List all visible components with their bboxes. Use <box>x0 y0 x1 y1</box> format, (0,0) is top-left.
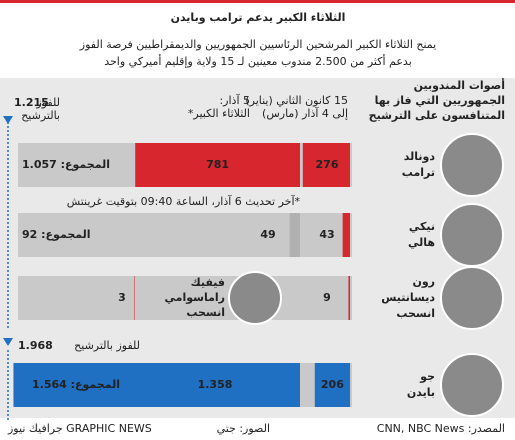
column-header: الثلاثاء الكبير* <box>188 107 250 120</box>
value-label: 206 <box>321 378 344 391</box>
photo <box>228 271 282 325</box>
threshold-text: للفوز <box>35 96 60 109</box>
photo <box>440 266 504 330</box>
threshold-text: للفوز بالترشيح <box>74 339 140 352</box>
bar <box>134 276 135 320</box>
candidate-name: هالي <box>408 236 435 249</box>
photo <box>440 353 504 417</box>
value-label: 781 <box>206 158 229 171</box>
candidate-name: دونالد <box>404 150 436 163</box>
subtitle: بدعم أكثر من 2.500 مندوب معينين لـ 15 ول… <box>104 54 412 68</box>
candidate-name: رون <box>412 275 435 288</box>
threshold: 1.968 <box>18 339 53 352</box>
value-label: 43 <box>319 228 334 241</box>
threshold: 1.215 <box>14 96 49 109</box>
candidate-name: انسحب <box>396 307 435 320</box>
source: المصدر: CNN, NBC News <box>377 422 505 435</box>
candidate-name: ديسانتيس <box>381 291 435 304</box>
subtitle: يمنح الثلاثاء الكبير المرشحين الرئاسيين … <box>79 38 436 51</box>
bar-super <box>289 213 300 257</box>
credit: GRAPHIC NEWS جرافيك نيوز <box>7 422 152 435</box>
candidate-name: انسحب <box>186 306 225 319</box>
value-label: 1.358 <box>198 378 233 391</box>
marker <box>3 338 13 346</box>
title: الثلاثاء الكبير يدعم ترامب وبايدن <box>171 11 346 24</box>
value-label: 3 <box>118 291 126 304</box>
photo-credit: الصور: جتي <box>217 422 270 435</box>
photo <box>440 133 504 197</box>
bar-super <box>135 143 300 187</box>
bar-super <box>13 363 300 407</box>
column-header: 5 آذار: <box>219 93 250 107</box>
top-rule <box>0 0 515 3</box>
row-band <box>18 276 352 320</box>
section-header: أصوات المندوبين <box>414 78 505 92</box>
candidate-name: راماسوامي <box>165 291 225 304</box>
candidate-name: فيفيك <box>191 276 225 289</box>
total: المجموع: 92 <box>22 228 91 241</box>
threshold-text: بالترشيح <box>21 109 60 122</box>
section-header: المتنافسون على الترشيح <box>369 109 505 122</box>
bar-before <box>314 363 350 407</box>
value-label: 9 <box>323 291 331 304</box>
column-header: 15 كانون الثاني (يناير) <box>245 94 348 107</box>
marker <box>3 116 13 124</box>
candidate-name: نيكي <box>409 220 435 233</box>
column-header: إلى 4 آذار (مارس) <box>262 106 348 120</box>
total: المجموع: 1.564 <box>32 378 120 391</box>
bar-before <box>342 213 350 257</box>
total: المجموع: 1.057 <box>22 158 110 171</box>
bar-before <box>302 143 350 187</box>
value-label: 276 <box>316 158 339 171</box>
value-label: 49 <box>260 228 275 241</box>
photo <box>440 203 504 267</box>
candidate-name: بايدن <box>407 386 435 399</box>
candidate-name: ترامب <box>402 166 435 179</box>
section-header: الجمهوريين التي فاز بها <box>375 94 505 107</box>
bar-before <box>348 276 350 320</box>
candidate-name: جو <box>419 370 435 383</box>
footnote: *آخر تحديث 6 آذار، الساعة 09:40 بتوقيت غ… <box>67 194 301 208</box>
